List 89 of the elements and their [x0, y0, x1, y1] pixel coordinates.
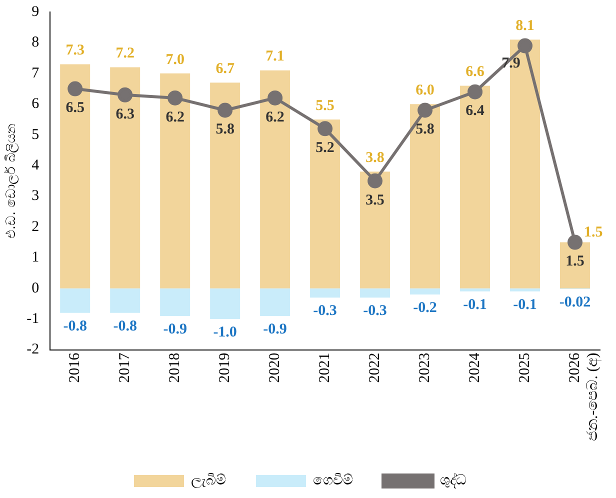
- data-label: 5.2: [316, 140, 334, 156]
- legend-label: ගෙවීම්: [313, 472, 353, 489]
- data-label: 7.2: [116, 46, 134, 62]
- x-tick-label: 2022: [366, 352, 383, 383]
- y-tick-label: 8: [32, 34, 40, 51]
- data-label: -0.1: [513, 296, 537, 313]
- data-label: 1.5: [566, 254, 584, 270]
- y-axis-title: එ.ඩ. ඩොලර් බිලියන: [3, 123, 20, 239]
- data-label: -0.9: [163, 321, 187, 338]
- x-tick-label: 2024: [466, 352, 483, 383]
- y-tick-label: 5: [32, 126, 40, 143]
- data-label: 5.5: [316, 98, 334, 114]
- data-label: 6.5: [66, 100, 84, 116]
- point: [68, 81, 83, 96]
- data-label: 7.3: [66, 42, 84, 59]
- y-tick-label: 9: [32, 4, 40, 20]
- y-tick-label: -1: [26, 310, 40, 327]
- y-tick-label: 4: [32, 157, 40, 174]
- data-label: 7.1: [266, 48, 284, 65]
- bar: [260, 288, 290, 316]
- data-label: 6.6: [466, 64, 485, 80]
- bar: [60, 64, 90, 288]
- point: [368, 173, 383, 188]
- point: [168, 90, 183, 106]
- x-tick-label: 2023: [416, 352, 433, 383]
- point: [318, 121, 333, 136]
- y-tick-label: 7: [32, 65, 40, 82]
- y-tick-label: 6: [32, 96, 40, 112]
- data-label: -0.9: [263, 321, 287, 338]
- x-tick-label: 2025: [516, 352, 533, 383]
- bar: [410, 288, 440, 294]
- x-tick-label: 2020: [266, 352, 283, 383]
- bar: [110, 67, 140, 288]
- data-label: 6.2: [266, 109, 284, 126]
- point: [568, 234, 583, 250]
- data-label: 3.5: [366, 192, 384, 208]
- bar: [210, 82, 240, 288]
- data-label: 1.5: [584, 224, 603, 241]
- bar: [60, 288, 90, 313]
- x-tick-label: 2021: [316, 352, 333, 383]
- data-label: 8.1: [516, 18, 534, 34]
- bar: [510, 288, 540, 292]
- bar: [110, 288, 140, 313]
- bar: [210, 288, 240, 320]
- point: [268, 90, 283, 106]
- x-tick-label: 2019: [217, 352, 233, 383]
- data-label: 6.2: [166, 109, 184, 126]
- point: [418, 102, 433, 118]
- bar: [410, 104, 440, 288]
- data-label: 3.8: [366, 150, 384, 166]
- point: [518, 38, 533, 54]
- data-label: 7.0: [166, 52, 184, 68]
- data-label: 6.4: [466, 103, 485, 120]
- legend-label: ලැබීම්: [191, 472, 226, 489]
- data-label: -0.8: [63, 318, 87, 334]
- y-tick-label: 3: [32, 188, 40, 204]
- data-label: 6.7: [216, 61, 235, 77]
- bar: [260, 70, 290, 288]
- y-tick-label: -2: [26, 342, 40, 358]
- bar: [360, 288, 390, 298]
- data-label: -1.0: [213, 324, 237, 340]
- y-tick-label: 2: [32, 218, 40, 235]
- x-tick-label: 2018: [167, 352, 184, 383]
- data-label: 6.0: [416, 82, 434, 98]
- x-tick-label: 2016: [67, 352, 84, 383]
- bar: [160, 73, 190, 288]
- bar: [310, 288, 340, 298]
- bar: [460, 288, 490, 292]
- legend-label: ශුද්ධ: [440, 472, 466, 489]
- data-label: -0.3: [363, 302, 387, 319]
- data-label: 5.8: [416, 122, 434, 138]
- point: [118, 87, 133, 102]
- bar: [160, 288, 190, 316]
- data-label: -0.2: [413, 300, 437, 316]
- y-tick-label: 1: [32, 250, 40, 266]
- x-tick-label: 2017: [117, 352, 134, 383]
- data-label: -0.1: [463, 296, 487, 313]
- data-label: -0.02: [559, 294, 591, 310]
- data-label: -0.8: [113, 318, 137, 334]
- data-label: 6.3: [116, 106, 134, 122]
- bar: [360, 172, 390, 288]
- bar: [310, 119, 340, 288]
- point: [218, 102, 233, 118]
- bar: [460, 86, 490, 288]
- data-label: -0.3: [313, 302, 337, 319]
- y-tick-label: 0: [32, 280, 40, 296]
- data-label: 5.8: [216, 122, 234, 138]
- point: [468, 84, 483, 100]
- x-tick-label: 2026 ජන.-පෙබ. (අ): [566, 352, 602, 442]
